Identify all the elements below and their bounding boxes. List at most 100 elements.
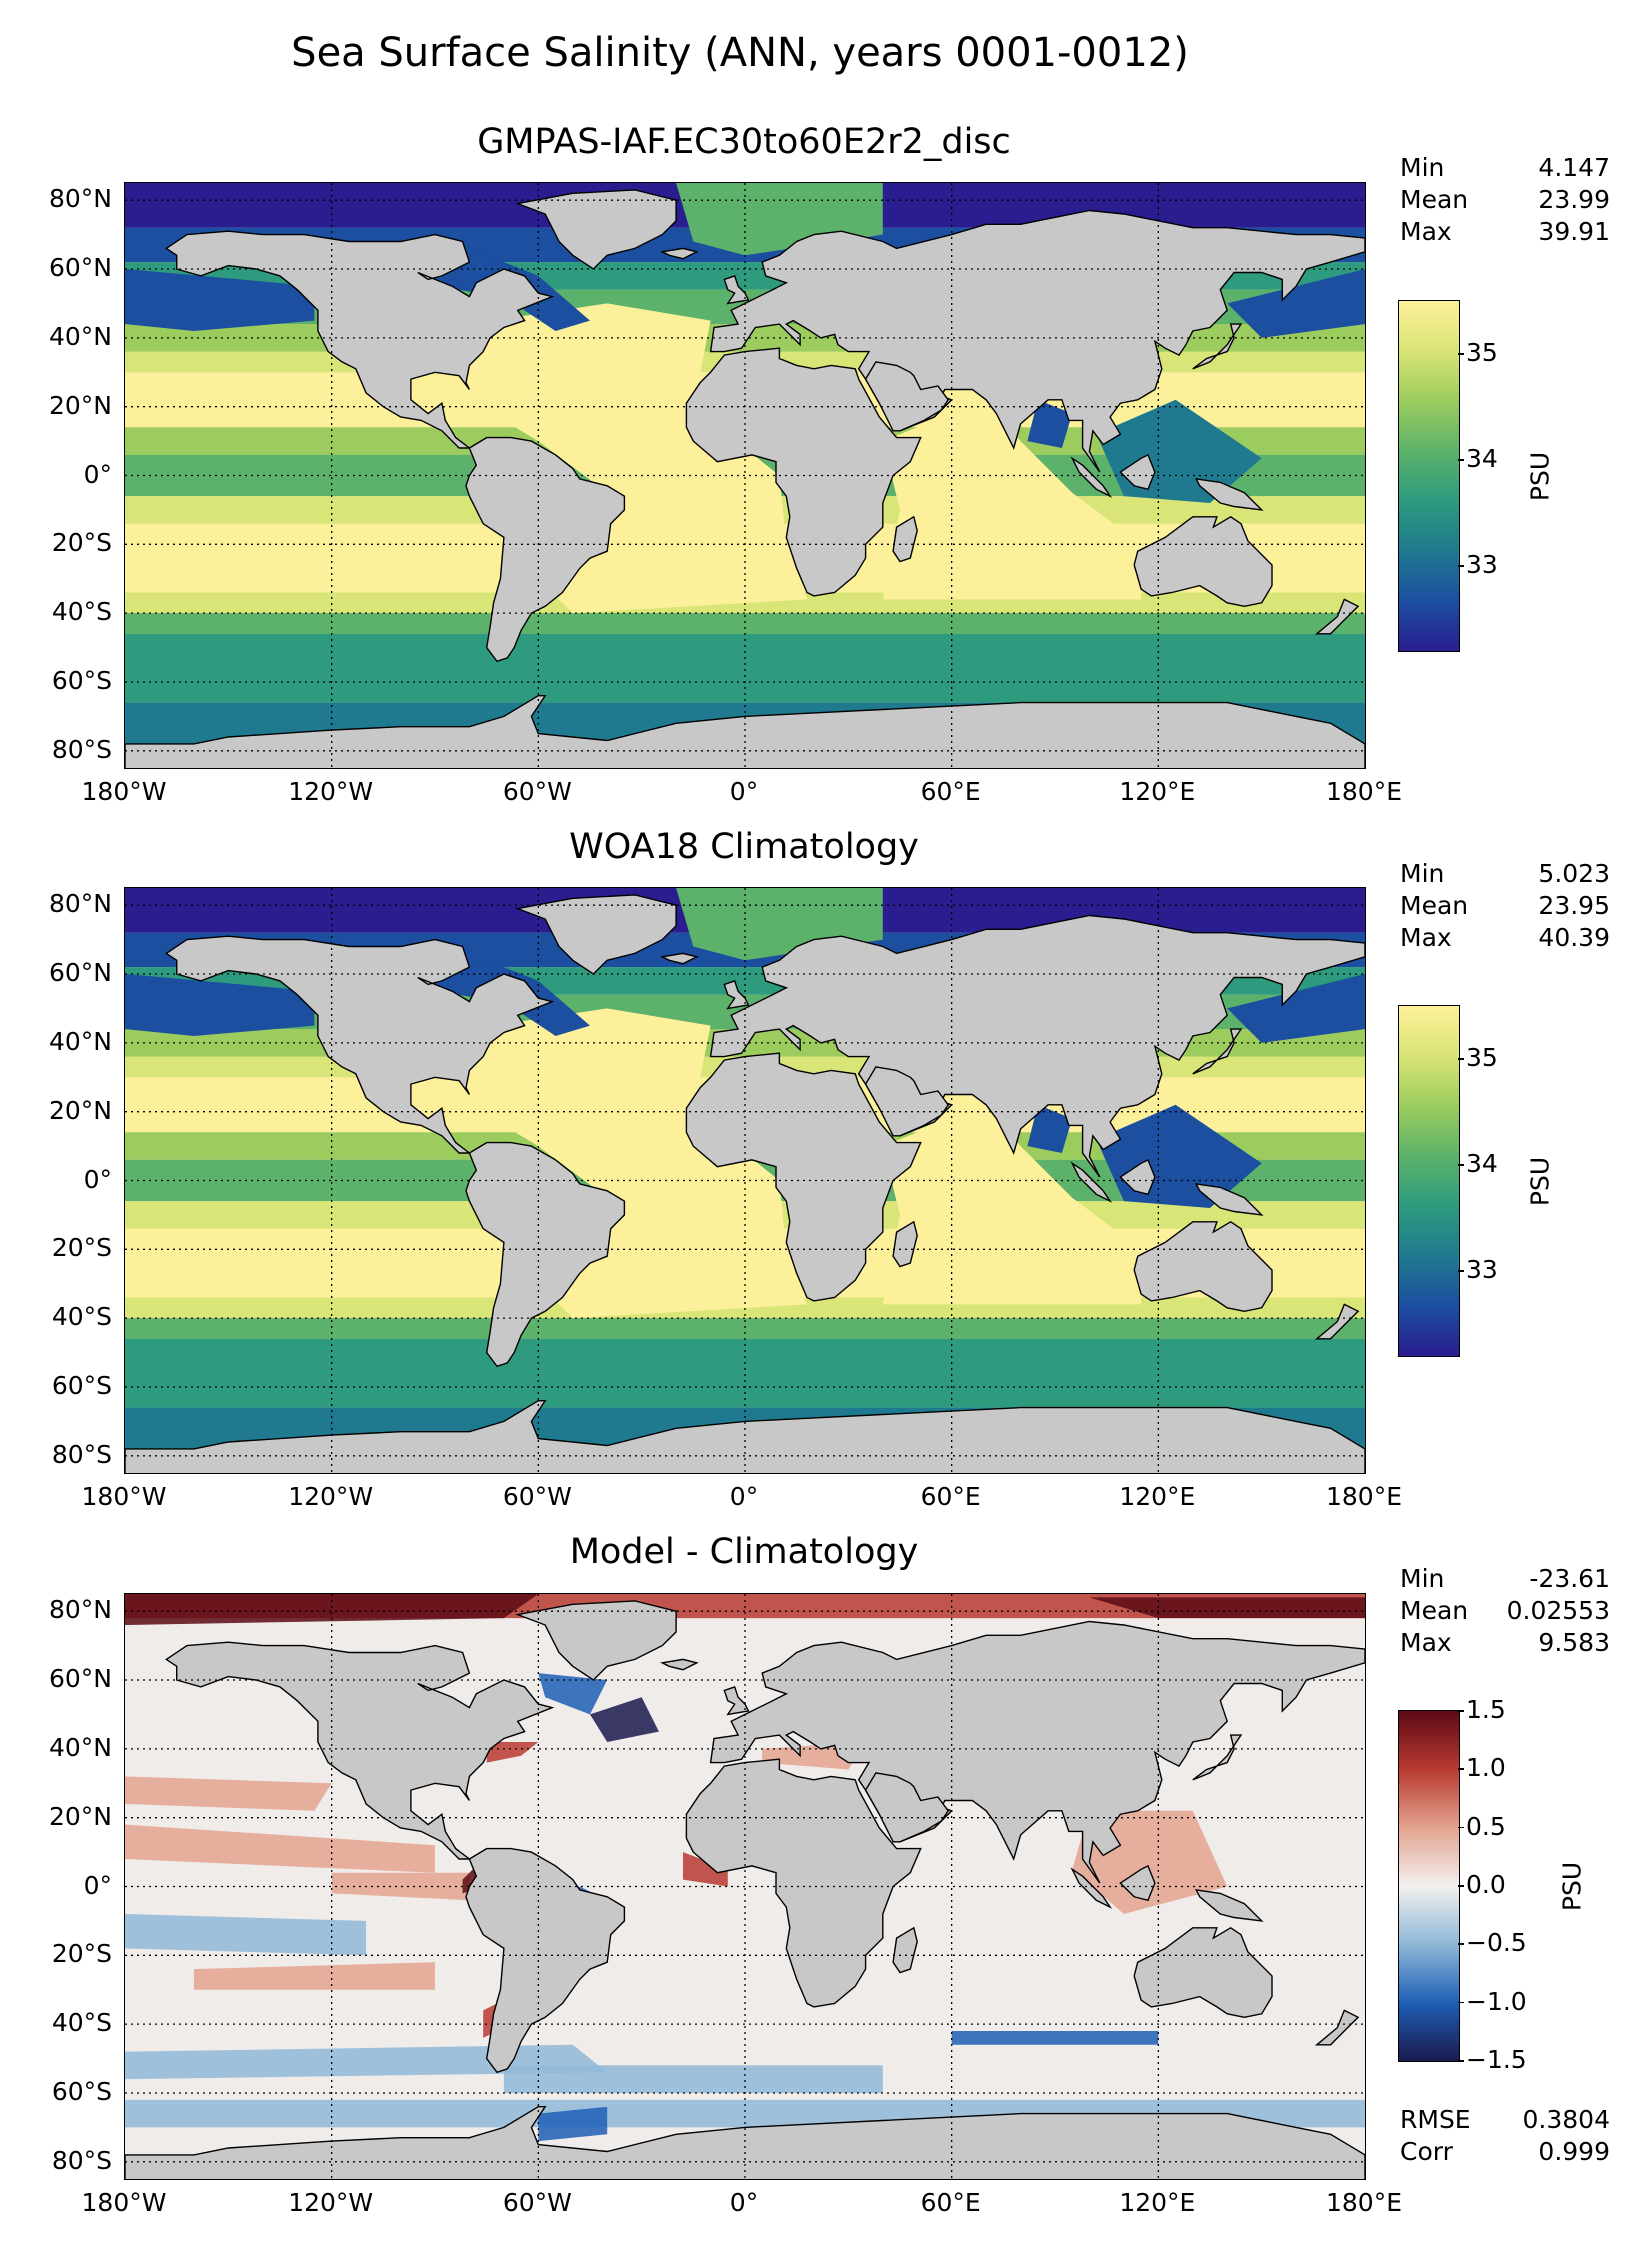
borneo-landmass [1119,1158,1156,1196]
difference-anomaly [331,1872,470,1901]
africa-landmass [685,347,922,597]
latitude-tick-label: 60°S [51,1370,112,1400]
longitude-tick-label: 180°E [1325,2188,1402,2217]
borneo-landmass [1119,453,1156,491]
colorbar-tick-label: −1.5 [1466,2045,1527,2074]
difference-error-stats: RMSE 0.3804 Corr 0.999 [1400,2104,1610,2168]
longitude-tick-label: 120°E [1119,2188,1196,2217]
longitude-tick-label: 180°W [81,1482,167,1511]
indian-salinity-field [882,399,1142,600]
arabia-landmass [864,1772,950,1843]
japan-landmass [1192,323,1243,370]
longitude-tick-label: 180°W [81,2188,167,2217]
uk-landmass [723,275,750,305]
colorbar-tick-label: −0.5 [1466,1928,1527,1958]
stat-label: Min [1400,1564,1445,1593]
madagascar-landmass [892,515,918,563]
panel-title-difference: Model - Climatology [569,1532,919,1572]
colorbar-tick-mark [1458,459,1464,461]
north-pacific-salinity-field [1227,269,1365,338]
latitude-tick-label: 40°N [48,321,112,351]
longitude-tick-label: 60°E [920,777,981,806]
difference-anomaly [125,1776,332,1811]
antarctica-landmass [125,1400,1365,1473]
colorbar-tick-mark [1458,1943,1464,1945]
colorbar-tick-label: 0.0 [1466,1870,1506,1899]
colorbar-tick-label: 34 [1466,1149,1498,1179]
colorbar-tick-label: 34 [1466,444,1498,474]
longitude-tick-label: 120°W [288,1482,374,1511]
colorbar-tick-label: 33 [1466,550,1498,580]
north-america-landmass [165,230,555,449]
difference-anomaly [486,1742,539,1763]
bay-of-bengal-field [1027,399,1073,448]
difference-anomaly [951,2031,1159,2045]
colorbar-tick-mark [1458,2060,1464,2062]
uk-landmass [723,1686,750,1716]
longitude-tick-label: 120°W [288,2188,374,2217]
latitude-tick-label: 0° [83,1164,112,1194]
stat-label: Max [1400,1628,1452,1657]
colorbar-label: PSU [1525,451,1555,502]
difference-anomaly [683,1852,728,1887]
australia-landmass [1133,515,1273,608]
salinity-band [125,613,1365,634]
colorbar-tick-label: 35 [1466,338,1498,368]
salinity-colorbar [1398,1005,1460,1357]
latitude-tick-label: 80°N [48,889,112,919]
model-salinity-map [124,182,1366,769]
antarctica-landmass [125,695,1365,768]
longitude-tick-label: 0° [729,1482,759,1511]
latitude-tick-label: 20°N [48,390,112,420]
madagascar-landmass [892,1926,918,1974]
latitude-tick-label: 40°N [48,1026,112,1056]
difference-colorbar [1398,1710,1460,2062]
north-america-landmass [165,1641,555,1860]
greenland-landmass [515,189,677,270]
map-canvas [125,888,1365,1473]
figure-title: Sea Surface Salinity (ANN, years 0001-00… [291,30,1189,76]
sumatra-landmass [1070,1161,1113,1203]
latitude-tick-label: 80°N [48,1595,112,1625]
north-pacific-salinity-field [1227,974,1365,1043]
north-pacific-salinity-field [125,974,315,1036]
difference-anomaly [590,1697,659,1742]
difference-salinity-map [124,1593,1366,2180]
longitude-tick-label: 60°E [920,1482,981,1511]
iceland-landmass [660,1658,699,1671]
eurasia-landmass [709,914,1365,1178]
longitude-tick-label: 180°E [1325,777,1402,806]
new-zealand-landmass [1314,1303,1360,1340]
japan-landmass [1192,1028,1243,1075]
longitude-tick-label: 60°W [502,777,572,806]
climatology-salinity-map [124,887,1366,1474]
longitude-tick-label: 60°E [920,2188,981,2217]
panel-title-climatology: WOA18 Climatology [569,827,919,867]
rmse-value: 0.3804 [1522,2105,1610,2134]
difference-anomaly [125,1914,367,1956]
longitude-tick-label: 180°W [81,777,167,806]
arabia-landmass [864,361,950,432]
north-pacific-salinity-field [125,269,315,331]
antarctica-landmass [125,2106,1365,2179]
stat-label: Mean [1400,891,1469,920]
eurasia-landmass [709,1620,1365,1884]
latitude-tick-label: 80°S [51,1439,112,1469]
latitude-tick-label: 20°S [51,1939,112,1969]
latitude-tick-label: 40°S [51,2008,112,2038]
stat-label: RMSE [1400,2105,1471,2134]
latitude-tick-label: 20°S [51,1233,112,1263]
difference-anomaly [538,2106,608,2142]
difference-anomaly [193,1962,435,1990]
stat-label: Max [1400,923,1452,952]
latitude-tick-label: 40°S [51,597,112,627]
colorbar-tick-mark [1458,1768,1464,1770]
madagascar-landmass [892,1220,918,1268]
stat-mean-value: 23.99 [1538,185,1610,214]
indian-salinity-field [882,1104,1142,1305]
map-canvas [125,183,1365,768]
latitude-tick-label: 20°S [51,528,112,558]
latitude-tick-label: 80°S [51,734,112,764]
latitude-tick-label: 40°S [51,1302,112,1332]
colorbar-label: PSU [1557,1861,1587,1912]
